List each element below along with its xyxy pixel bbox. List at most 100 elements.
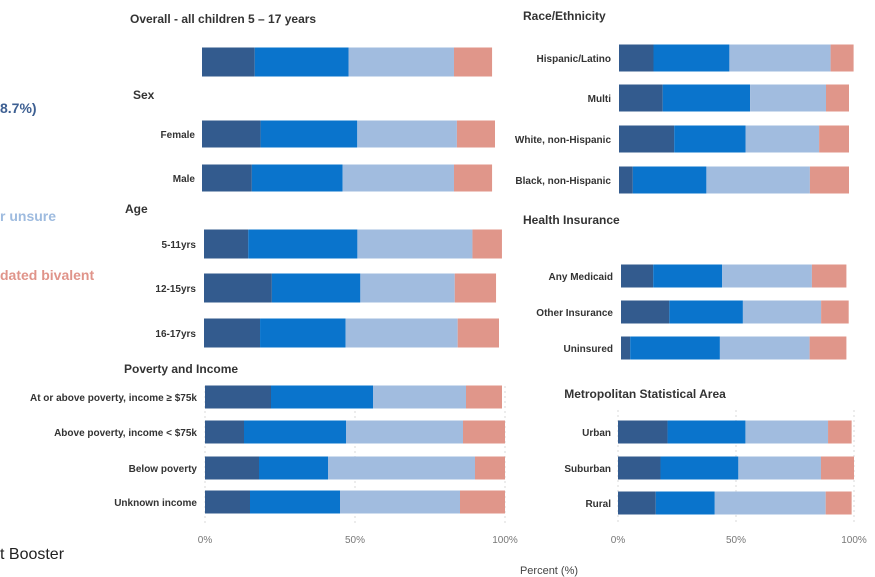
bar-segment-series-2 bbox=[655, 491, 715, 515]
bar-segment-series-2 bbox=[662, 84, 751, 112]
bar-segment-series-1 bbox=[619, 44, 654, 72]
bar-segment-series-3 bbox=[328, 456, 475, 480]
bar-segment-series-4 bbox=[472, 229, 502, 259]
category-label: Black, non-Hispanic bbox=[515, 176, 611, 187]
bottom-caption-fragment: t Booster bbox=[0, 546, 65, 563]
bar-segment-series-3 bbox=[706, 166, 810, 194]
bar-segment-series-1 bbox=[618, 456, 661, 480]
bar-segment-series-4 bbox=[820, 456, 854, 480]
bar-segment-series-4 bbox=[466, 385, 502, 409]
bar-segment-series-2 bbox=[632, 166, 707, 194]
bar-segment-series-2 bbox=[271, 273, 361, 303]
bar-segment-series-4 bbox=[463, 420, 505, 444]
bar-segment-series-2 bbox=[660, 456, 739, 480]
category-label: Multi bbox=[588, 94, 612, 105]
bar-segment-series-2 bbox=[653, 264, 723, 288]
bar-segment-series-1 bbox=[202, 120, 261, 148]
category-label: At or above poverty, income ≥ $75k bbox=[30, 393, 197, 404]
bar-segment-series-2 bbox=[260, 120, 358, 148]
bar-segment-series-4 bbox=[457, 318, 499, 348]
panel-race-ethnicity: Race/Ethnicity Hispanic/Latino Multi White,… bbox=[515, 9, 854, 194]
panel-overall-all-children-5-17-years: Overall - all children 5 – 17 years bbox=[130, 12, 493, 77]
panel-title: Metropolitan Statistical Area bbox=[564, 387, 726, 401]
bar-segment-series-1 bbox=[205, 385, 271, 409]
bar-segment-series-4 bbox=[475, 456, 505, 480]
bar-segment-series-1 bbox=[621, 264, 654, 288]
bar-segment-series-2 bbox=[271, 385, 373, 409]
category-label: Above poverty, income < $75k bbox=[54, 428, 197, 439]
legend-fragment-1: 8.7%) bbox=[0, 100, 37, 116]
x-tick-label: 50% bbox=[345, 535, 365, 546]
bar-segment-series-1 bbox=[621, 300, 670, 324]
panel-title: Race/Ethnicity bbox=[523, 9, 606, 23]
panel-title: Poverty and Income bbox=[124, 362, 238, 376]
bar-segment-series-3 bbox=[345, 318, 458, 348]
panel-title: Sex bbox=[133, 88, 155, 102]
bar-segment-series-1 bbox=[204, 229, 249, 259]
bar-segment-series-2 bbox=[250, 490, 340, 514]
bar-segment-series-1 bbox=[205, 456, 259, 480]
bar-segment-series-3 bbox=[348, 47, 454, 77]
bar-segment-series-1 bbox=[204, 273, 272, 303]
bar-segment-series-4 bbox=[828, 420, 852, 444]
bar-segment-series-1 bbox=[621, 336, 631, 360]
bar-segment-series-4 bbox=[811, 264, 847, 288]
bar-segment-series-1 bbox=[202, 47, 255, 77]
category-label: Unknown income bbox=[114, 498, 197, 509]
bar-segment-series-4 bbox=[821, 300, 849, 324]
bar-segment-series-3 bbox=[342, 164, 454, 192]
x-tick-label: 0% bbox=[611, 535, 626, 546]
bar-segment-series-4 bbox=[453, 164, 493, 192]
bar-segment-series-2 bbox=[260, 318, 346, 348]
bar-segment-series-1 bbox=[204, 318, 261, 348]
bar-segment-series-4 bbox=[460, 490, 505, 514]
category-label: Rural bbox=[585, 499, 611, 510]
bar-segment-series-1 bbox=[205, 420, 244, 444]
bar-segment-series-3 bbox=[357, 120, 457, 148]
panel-health-insurance: Health Insurance Any Medicaid Other Insura… bbox=[523, 213, 849, 360]
bar-segment-series-3 bbox=[340, 490, 460, 514]
bar-segment-series-4 bbox=[826, 84, 849, 112]
bar-segment-series-1 bbox=[205, 490, 250, 514]
bar-segment-series-3 bbox=[373, 385, 466, 409]
bar-segment-series-3 bbox=[745, 125, 820, 153]
bar-segment-series-4 bbox=[456, 120, 495, 148]
x-axis-label: Percent (%) bbox=[520, 565, 578, 577]
bar-segment-series-2 bbox=[667, 420, 746, 444]
bar-segment-series-1 bbox=[619, 125, 675, 153]
bar-segment-series-4 bbox=[809, 336, 847, 360]
bar-segment-series-3 bbox=[714, 491, 826, 515]
panel-age: Age 5-11yrs 12-15yrs 16-17yrs bbox=[125, 202, 502, 348]
category-label: 16-17yrs bbox=[155, 329, 196, 340]
bar-segment-series-4 bbox=[825, 491, 852, 515]
bar-segment-series-2 bbox=[248, 229, 358, 259]
category-label: Uninsured bbox=[564, 344, 613, 355]
panel-metropolitan-statistical-area: Metropolitan Statistical Area Urban Suburb… bbox=[520, 387, 867, 577]
category-label: Suburban bbox=[564, 464, 611, 475]
panel-sex: Sex Female Male bbox=[133, 88, 495, 192]
bar-segment-series-1 bbox=[619, 84, 663, 112]
category-label: Female bbox=[161, 130, 196, 141]
bar-segment-series-2 bbox=[630, 336, 720, 360]
x-tick-label: 0% bbox=[198, 535, 213, 546]
category-label: 5-11yrs bbox=[162, 240, 197, 251]
bar-segment-series-3 bbox=[729, 44, 831, 72]
bar-segment-series-2 bbox=[251, 164, 343, 192]
category-label: Urban bbox=[582, 428, 611, 439]
category-label: Male bbox=[173, 174, 196, 185]
legend-fragment-3: dated bivalent bbox=[0, 267, 95, 283]
bar-segment-series-3 bbox=[738, 456, 821, 480]
panel-title: Health Insurance bbox=[523, 213, 620, 227]
bar-segment-series-1 bbox=[619, 166, 633, 194]
bar-segment-series-2 bbox=[254, 47, 349, 77]
category-label: 12-15yrs bbox=[155, 284, 196, 295]
bar-segment-series-3 bbox=[346, 420, 463, 444]
x-tick-label: 50% bbox=[726, 535, 746, 546]
category-label: Other Insurance bbox=[536, 308, 613, 319]
bar-segment-series-3 bbox=[722, 264, 812, 288]
bar-segment-series-2 bbox=[674, 125, 746, 153]
bar-segment-series-3 bbox=[742, 300, 822, 324]
bar-segment-series-4 bbox=[819, 125, 849, 153]
bar-segment-series-3 bbox=[719, 336, 810, 360]
